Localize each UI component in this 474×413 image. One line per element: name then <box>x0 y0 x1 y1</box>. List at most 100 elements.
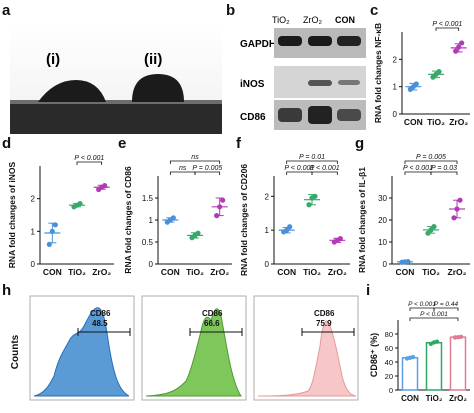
y-tick-label: 20 <box>378 216 387 225</box>
y-axis-label: CD86⁺ (%) <box>369 333 379 377</box>
x-tick-label: TiO₂ <box>427 117 445 127</box>
panel-letter-i: i <box>366 282 371 299</box>
image-label-ii: (ii) <box>144 51 162 68</box>
data-point <box>451 215 457 221</box>
significance-bracket <box>286 160 338 164</box>
row-label-cd86: CD86 <box>240 112 266 123</box>
y-tick-label: 30 <box>378 194 387 203</box>
significance-label: P = 0.005 <box>416 154 446 161</box>
histogram-area <box>145 308 242 397</box>
data-point <box>457 197 463 203</box>
significance-label: P < 0.001 <box>403 165 433 172</box>
band-gapdh-con <box>337 36 361 46</box>
significance-label: P = 0.005 <box>192 165 222 172</box>
droplet-ii <box>132 74 184 102</box>
significance-label: P = 0.44 <box>434 301 459 308</box>
western-blot-svg: TiO₂ ZrO₂ CON GAPDH iNOS CD86 <box>240 15 366 130</box>
data-point <box>220 197 226 203</box>
y-tick-label: 2 <box>393 55 398 64</box>
data-point <box>102 183 108 189</box>
y-tick-label: 2 <box>31 195 36 204</box>
western-blot: TiO₂ ZrO₂ CON GAPDH iNOS CD86 <box>240 12 366 130</box>
substrate-surface <box>10 102 222 134</box>
significance-bracket <box>404 160 458 164</box>
significance-label: P < 0.001 <box>408 301 436 308</box>
x-tick-label: TiO₂ <box>426 394 443 403</box>
y-tick-label: 0 <box>265 260 270 269</box>
y-tick-label: 1 <box>149 216 154 225</box>
y-tick-label: 2 <box>265 192 270 201</box>
data-point <box>425 230 431 236</box>
y-tick-label: 0 <box>389 386 393 395</box>
data-point <box>413 81 419 87</box>
significance-label: P = 0.03 <box>431 165 457 172</box>
data-point <box>453 48 459 54</box>
y-axis-label: Counts <box>10 334 21 369</box>
y-axis-label: RNA fold changes of iNOS <box>7 161 17 268</box>
y-tick-label: 1 <box>265 226 270 235</box>
band-cd86-con <box>337 109 361 121</box>
significance-bracket <box>194 171 221 175</box>
data-point <box>52 222 58 228</box>
data-point <box>410 354 416 360</box>
y-tick-label: 10 <box>378 238 387 247</box>
data-point <box>287 224 293 230</box>
panel-letter-h: h <box>2 282 12 299</box>
significance-label: P < 0.001 <box>420 311 448 318</box>
data-point <box>454 206 460 212</box>
x-tick-label: CON <box>401 394 419 403</box>
data-point <box>436 69 442 75</box>
chart-cd86: 0 0.5 1 1.5 CON TiO₂ ZrO₂ RNA fold changes of C… <box>123 154 232 277</box>
significance-label: P < 0.001 <box>284 165 314 172</box>
x-tick-label: CON <box>404 117 423 127</box>
data-point <box>217 204 223 210</box>
lane-label-con: CON <box>335 15 355 25</box>
x-tick-label: CON <box>43 267 62 277</box>
band-inos-zro2 <box>308 80 332 86</box>
significance-bracket <box>433 307 459 311</box>
x-tick-label: TiO₂ <box>68 267 86 277</box>
data-point <box>405 258 411 265</box>
y-tick-label: 20 <box>385 372 393 381</box>
significance-bracket <box>404 171 432 175</box>
band-cd86-tio2 <box>278 108 302 122</box>
chart-cd206: 0 1 2 CON TiO₂ ZrO₂ RNA fold changes of CD206 P… <box>239 154 350 277</box>
bar <box>425 342 443 391</box>
y-axis-label: RNA fold changes of CD86 <box>123 166 133 274</box>
panel-letter-b: b <box>226 2 236 19</box>
data-point <box>170 215 176 221</box>
contact-angle-images: (i) (ii) <box>10 22 222 134</box>
panel-letter-a: a <box>2 2 11 19</box>
x-tick-label: CON <box>161 267 180 277</box>
significance-label: P < 0.001 <box>432 21 462 28</box>
gate-label: CD86 <box>314 309 335 318</box>
histogram-area <box>33 307 130 397</box>
histogram-frame <box>29 295 135 401</box>
bar <box>401 357 419 391</box>
panel-letter-f: f <box>236 135 241 152</box>
lane-label-zro2: ZrO₂ <box>303 15 322 25</box>
y-tick-label: 0 <box>31 260 36 269</box>
y-axis-label: RNA fold changes of IL-β1 <box>357 167 367 273</box>
contact-angle-svg: (i) (ii) <box>10 22 222 134</box>
significance-label: ns <box>191 154 199 161</box>
y-tick-label: 40 <box>385 358 393 367</box>
y-tick-label: 1 <box>393 83 398 92</box>
significance-label: P = 0.01 <box>299 154 325 161</box>
band-inos-con <box>338 80 360 85</box>
panel-letter-g: g <box>355 135 365 152</box>
bar <box>449 336 467 391</box>
y-tick-label: 1 <box>31 227 36 236</box>
data-point <box>195 230 201 236</box>
data-point <box>431 224 437 230</box>
gate-value: 75.9 <box>316 319 332 328</box>
y-axis-label: RNA fold changes of CD206 <box>239 164 249 276</box>
gate-label: CD86 <box>90 309 111 318</box>
x-tick-label: ZrO₂ <box>210 267 229 277</box>
data-point <box>214 213 220 219</box>
row-label-inos: iNOS <box>240 79 265 90</box>
x-tick-label: ZrO₂ <box>92 267 111 277</box>
data-point <box>77 200 83 207</box>
